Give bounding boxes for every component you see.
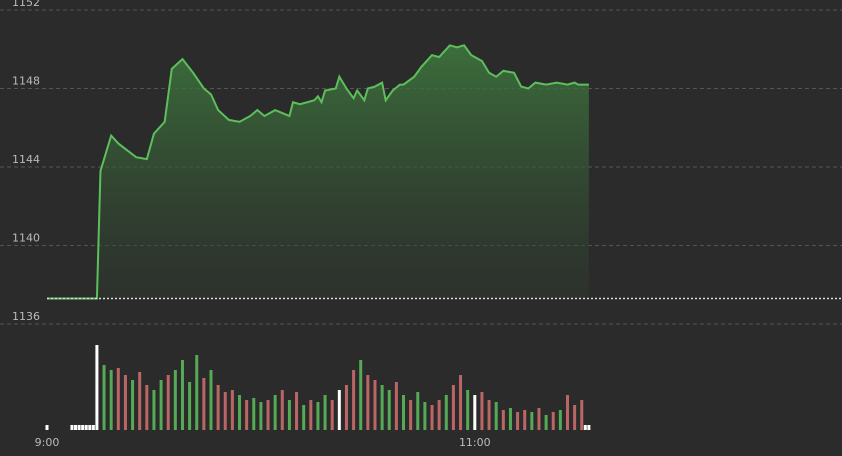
y-tick-label: 1144 <box>12 153 40 166</box>
volume-bar <box>516 412 520 430</box>
volume-bar <box>81 425 85 430</box>
volume-bar <box>180 360 184 430</box>
volume-bar <box>373 380 377 430</box>
volume-bar <box>309 400 313 430</box>
volume-bar <box>387 390 391 430</box>
volume-bar <box>209 370 213 430</box>
x-tick-label: 9:00 <box>35 436 60 449</box>
volume-bar <box>45 425 49 430</box>
volume-bar <box>508 408 512 430</box>
volume-bar <box>330 400 334 430</box>
volume-bar <box>259 402 263 430</box>
volume-bar <box>252 398 256 430</box>
x-tick-label: 11:00 <box>459 436 491 449</box>
volume-bar <box>116 368 120 430</box>
volume-bar <box>551 412 555 430</box>
volume-bar <box>70 425 74 430</box>
y-tick-label: 1136 <box>12 310 40 323</box>
volume-bar <box>245 400 249 430</box>
volume-bar <box>302 405 306 430</box>
volume-bar <box>558 410 562 430</box>
volume-bar <box>573 405 577 430</box>
volume-bar <box>337 390 341 430</box>
volume-bar <box>273 395 277 430</box>
volume-bar <box>530 412 534 430</box>
volume-bar <box>583 425 587 430</box>
volume-bar <box>537 408 541 430</box>
volume-bar <box>430 405 434 430</box>
volume-bar <box>188 382 192 430</box>
volume-bar <box>280 390 284 430</box>
volume-bar <box>102 365 106 430</box>
volume-bar <box>145 385 149 430</box>
volume-bar <box>95 345 99 430</box>
volume-bar <box>344 385 348 430</box>
volume-bar <box>437 400 441 430</box>
volume-bar <box>580 400 584 430</box>
volume-bar <box>88 425 92 430</box>
volume-bar <box>473 395 477 430</box>
volume-bar <box>223 392 227 430</box>
volume-bar <box>316 402 320 430</box>
volume-bar <box>451 385 455 430</box>
volume-bar <box>238 395 242 430</box>
volume-bar <box>416 392 420 430</box>
volume-bar <box>166 375 170 430</box>
volume-bar <box>266 400 270 430</box>
volume-bar <box>523 410 527 430</box>
volume-bar <box>84 425 88 430</box>
volume-bar <box>131 380 135 430</box>
volume-bar <box>459 375 463 430</box>
volume-bar <box>138 372 142 430</box>
volume-bar <box>123 375 127 430</box>
volume-bar <box>366 375 370 430</box>
volume-bar <box>173 370 177 430</box>
volume-bar <box>444 395 448 430</box>
volume-bar <box>394 382 398 430</box>
volume-bar <box>74 425 78 430</box>
price-line <box>47 44 589 300</box>
y-tick-label: 1152 <box>12 0 40 9</box>
volume-bar <box>409 400 413 430</box>
volume-bar <box>565 395 569 430</box>
volume-bar <box>323 395 327 430</box>
volume-bar <box>287 400 291 430</box>
volume-bar <box>402 395 406 430</box>
volume-bar <box>152 390 156 430</box>
volume-bar <box>380 385 384 430</box>
volume-bar <box>202 378 206 430</box>
volume-bar <box>544 415 548 430</box>
volume-bar <box>487 400 491 430</box>
price-area <box>47 45 589 299</box>
volume-bar <box>359 360 363 430</box>
y-tick-label: 1148 <box>12 75 40 88</box>
volume-bar <box>159 380 163 430</box>
volume-bar <box>216 385 220 430</box>
volume-bar <box>423 402 427 430</box>
volume-bar <box>587 425 591 430</box>
volume-bar <box>109 370 113 430</box>
volume-bar <box>195 355 199 430</box>
volume-bar <box>230 390 234 430</box>
volume-bar <box>352 370 356 430</box>
volume-bar <box>494 402 498 430</box>
volume-bar <box>480 392 484 430</box>
volume-bar <box>91 425 95 430</box>
volume-bar <box>295 392 299 430</box>
y-tick-label: 1140 <box>12 232 40 245</box>
volume-bar <box>466 390 470 430</box>
volume-bar <box>77 425 81 430</box>
volume-bar <box>501 410 505 430</box>
